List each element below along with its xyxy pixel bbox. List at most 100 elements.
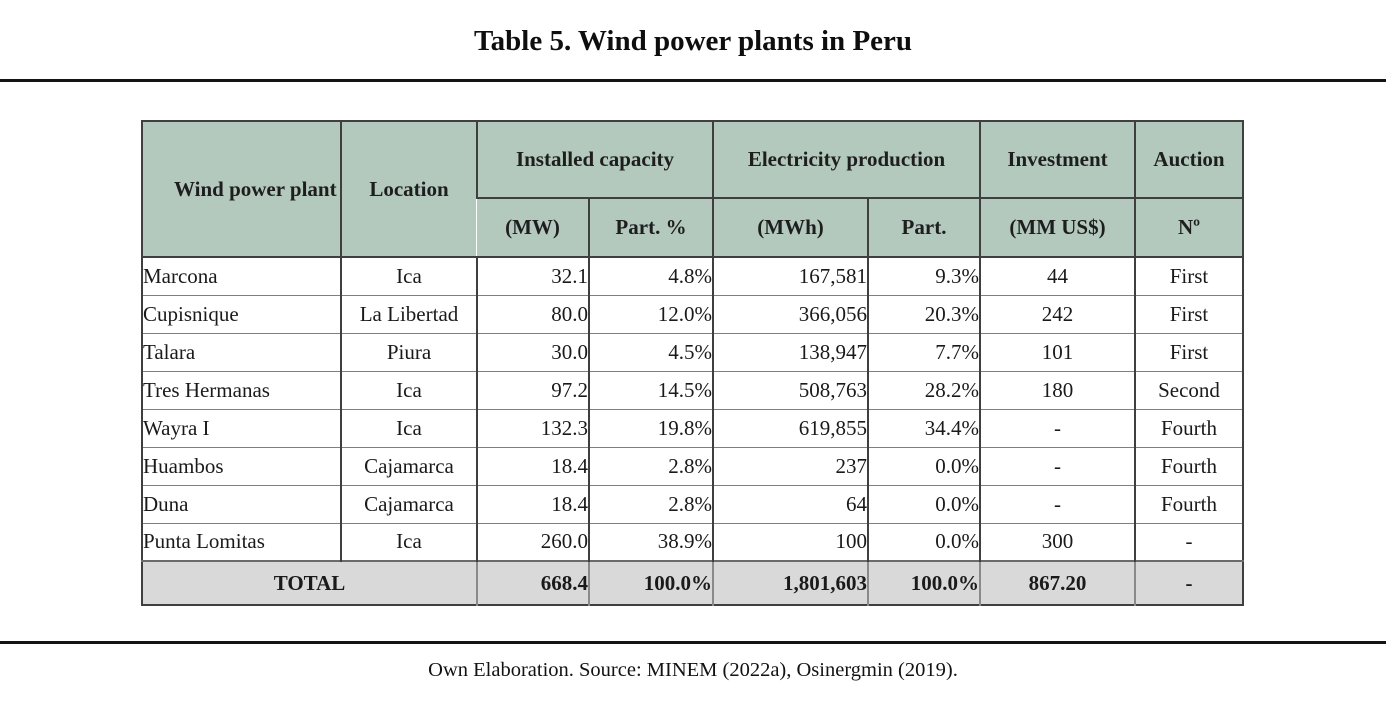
cell-mw: 132.3 bbox=[476, 408, 589, 447]
table-row: Huambos Cajamarca 18.4 2.8% 237 0.0% - F… bbox=[142, 446, 1243, 485]
bottom-rule bbox=[0, 641, 1386, 644]
cell-plant: Duna bbox=[142, 484, 341, 523]
cell-part-mwh: 0.0% bbox=[867, 484, 980, 523]
cell-location: Piura bbox=[340, 332, 477, 371]
cell-part-mwh: 0.0% bbox=[867, 446, 980, 485]
cell-part-mw: 14.5% bbox=[588, 370, 713, 409]
header-location: Location bbox=[340, 121, 477, 257]
cell-investment: 242 bbox=[979, 294, 1135, 333]
cell-part-mw: 4.8% bbox=[588, 256, 713, 295]
cell-part-mw: 12.0% bbox=[588, 294, 713, 333]
header-auction-number-unit: Nº bbox=[1134, 198, 1243, 257]
total-label: TOTAL bbox=[142, 560, 477, 605]
cell-mw: 260.0 bbox=[476, 522, 589, 561]
cell-auction: - bbox=[1134, 522, 1243, 561]
source-note: Own Elaboration. Source: MINEM (2022a), … bbox=[428, 659, 958, 681]
header-group-row: Wind power plant Location Installed capa… bbox=[142, 121, 1243, 257]
total-investment: 867.20 bbox=[979, 560, 1135, 605]
header-electricity-production-label: Electricity production bbox=[747, 147, 946, 171]
cell-plant: Punta Lomitas bbox=[142, 522, 341, 561]
table-row: Tres Hermanas Ica 97.2 14.5% 508,763 28.… bbox=[142, 370, 1243, 409]
cell-mw: 97.2 bbox=[476, 370, 589, 409]
table-container: Wind power plant Location Installed capa… bbox=[141, 120, 1386, 606]
cell-investment: 180 bbox=[979, 370, 1135, 409]
cell-mw: 80.0 bbox=[476, 294, 589, 333]
cell-investment: - bbox=[979, 408, 1135, 447]
cell-investment: 300 bbox=[979, 522, 1135, 561]
cell-auction: First bbox=[1134, 294, 1243, 333]
cell-part-mw: 38.9% bbox=[588, 522, 713, 561]
header-part-pct-unit: Part. % bbox=[588, 198, 713, 257]
table-row: Punta Lomitas Ica 260.0 38.9% 100 0.0% 3… bbox=[142, 522, 1243, 561]
header-wind-power-plant-label: Wind power plant bbox=[174, 177, 337, 201]
header-units-row: (MW) Part. % (MWh) Part. (MM US$) Nº bbox=[142, 198, 1243, 257]
cell-auction: Fourth bbox=[1134, 484, 1243, 523]
cell-location: Cajamarca bbox=[340, 484, 477, 523]
wind-plants-table: Wind power plant Location Installed capa… bbox=[141, 120, 1244, 606]
cell-mwh: 100 bbox=[712, 522, 868, 561]
cell-mwh: 366,056 bbox=[712, 294, 868, 333]
cell-auction: Fourth bbox=[1134, 446, 1243, 485]
cell-mw: 18.4 bbox=[476, 484, 589, 523]
cell-plant: Marcona bbox=[142, 256, 341, 295]
table-header: Wind power plant Location Installed capa… bbox=[142, 121, 1243, 257]
cell-mwh: 508,763 bbox=[712, 370, 868, 409]
header-investment: Investment bbox=[979, 121, 1135, 199]
table-body: Marcona Ica 32.1 4.8% 167,581 9.3% 44 Fi… bbox=[142, 256, 1243, 605]
cell-investment: 101 bbox=[979, 332, 1135, 371]
cell-location: La Libertad bbox=[340, 294, 477, 333]
cell-mwh: 64 bbox=[712, 484, 868, 523]
cell-mw: 30.0 bbox=[476, 332, 589, 371]
cell-part-mw: 2.8% bbox=[588, 484, 713, 523]
cell-investment: - bbox=[979, 446, 1135, 485]
cell-investment: - bbox=[979, 484, 1135, 523]
cell-part-mw: 2.8% bbox=[588, 446, 713, 485]
table-caption: Table 5. Wind power plants in Peru bbox=[473, 25, 913, 57]
header-mwh-unit: (MWh) bbox=[712, 198, 868, 257]
cell-location: Cajamarca bbox=[340, 446, 477, 485]
cell-mwh: 237 bbox=[712, 446, 868, 485]
cell-auction: First bbox=[1134, 256, 1243, 295]
table-row: Cupisnique La Libertad 80.0 12.0% 366,05… bbox=[142, 294, 1243, 333]
cell-location: Ica bbox=[340, 370, 477, 409]
cell-plant: Talara bbox=[142, 332, 341, 371]
cell-plant: Wayra I bbox=[142, 408, 341, 447]
cell-plant: Huambos bbox=[142, 446, 341, 485]
cell-part-mwh: 34.4% bbox=[867, 408, 980, 447]
header-mm-usd-unit: (MM US$) bbox=[979, 198, 1135, 257]
cell-plant: Cupisnique bbox=[142, 294, 341, 333]
cell-mwh: 167,581 bbox=[712, 256, 868, 295]
cell-auction: Second bbox=[1134, 370, 1243, 409]
cell-investment: 44 bbox=[979, 256, 1135, 295]
table-row: Talara Piura 30.0 4.5% 138,947 7.7% 101 … bbox=[142, 332, 1243, 371]
cell-mw: 18.4 bbox=[476, 446, 589, 485]
cell-part-mwh: 20.3% bbox=[867, 294, 980, 333]
cell-auction: Fourth bbox=[1134, 408, 1243, 447]
total-auction: - bbox=[1134, 560, 1243, 605]
total-row: TOTAL 668.4 100.0% 1,801,603 100.0% 867.… bbox=[142, 560, 1243, 605]
header-auction: Auction bbox=[1134, 121, 1243, 199]
header-auction-label: Auction bbox=[1153, 147, 1225, 171]
header-wind-power-plant: Wind power plant bbox=[142, 121, 341, 257]
cell-mwh: 619,855 bbox=[712, 408, 868, 447]
total-mwh: 1,801,603 bbox=[712, 560, 868, 605]
header-electricity-production: Electricity production bbox=[712, 121, 980, 199]
header-investment-label: Investment bbox=[1007, 147, 1108, 171]
cell-location: Ica bbox=[340, 256, 477, 295]
total-part-mwh: 100.0% bbox=[867, 560, 980, 605]
table-row: Marcona Ica 32.1 4.8% 167,581 9.3% 44 Fi… bbox=[142, 256, 1243, 295]
cell-part-mwh: 28.2% bbox=[867, 370, 980, 409]
total-mw: 668.4 bbox=[476, 560, 589, 605]
cell-plant: Tres Hermanas bbox=[142, 370, 341, 409]
header-part-unit: Part. bbox=[867, 198, 980, 257]
header-installed-capacity: Installed capacity bbox=[476, 121, 713, 199]
header-installed-capacity-label: Installed capacity bbox=[515, 147, 675, 171]
cell-location: Ica bbox=[340, 408, 477, 447]
cell-part-mw: 4.5% bbox=[588, 332, 713, 371]
top-rule bbox=[0, 79, 1386, 82]
cell-mw: 32.1 bbox=[476, 256, 589, 295]
cell-part-mwh: 0.0% bbox=[867, 522, 980, 561]
cell-mwh: 138,947 bbox=[712, 332, 868, 371]
cell-part-mwh: 9.3% bbox=[867, 256, 980, 295]
